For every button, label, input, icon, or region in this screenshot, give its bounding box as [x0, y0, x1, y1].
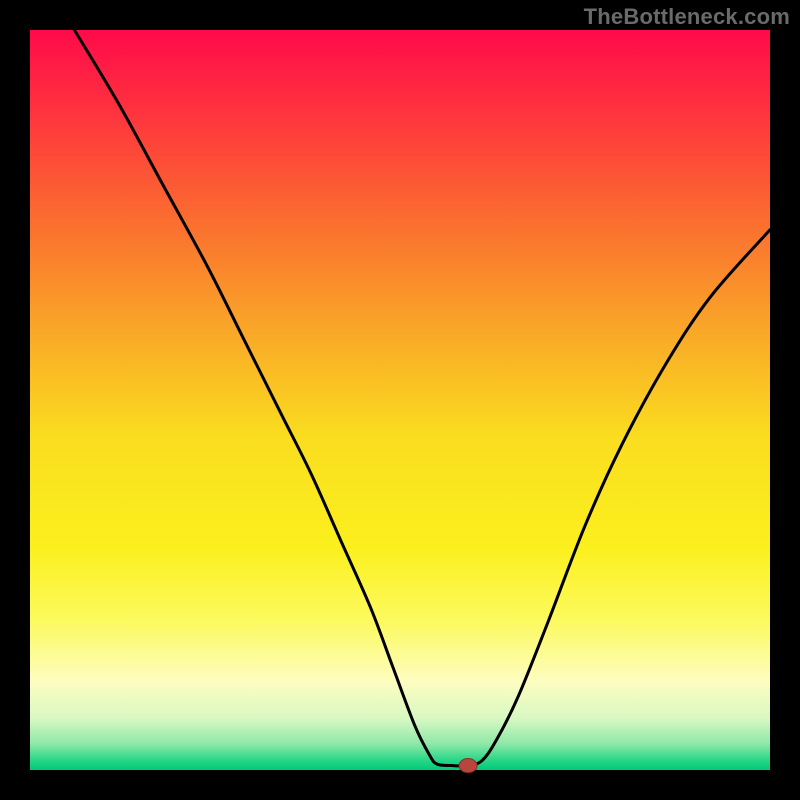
bottleneck-curve-chart: [0, 0, 800, 800]
chart-stage: TheBottleneck.com: [0, 0, 800, 800]
plot-background-gradient: [30, 30, 770, 770]
optimal-point-marker: [459, 759, 477, 773]
watermark-label: TheBottleneck.com: [584, 4, 790, 30]
